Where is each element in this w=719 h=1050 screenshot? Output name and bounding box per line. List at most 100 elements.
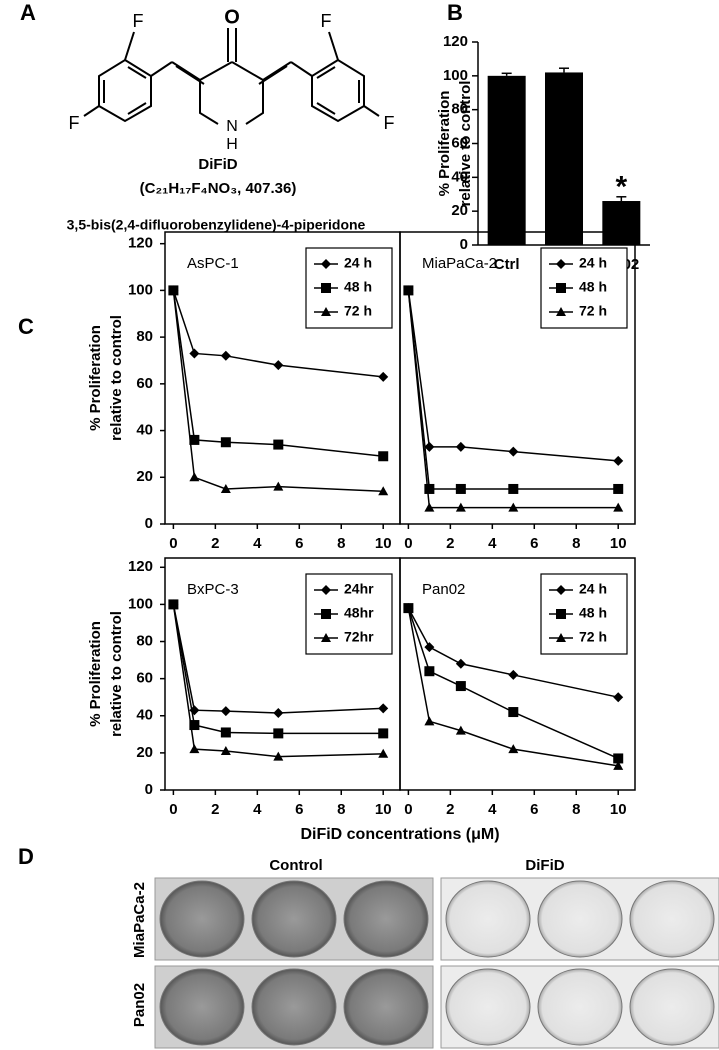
x-tick-label: 10	[610, 801, 627, 818]
marker	[613, 483, 624, 494]
y-tick-label: 20	[136, 468, 153, 485]
y-tick-label: 100	[128, 595, 153, 612]
well	[445, 968, 531, 1046]
x-tick-label: 6	[295, 801, 303, 818]
marker	[508, 502, 519, 512]
legend-label: 24 h	[579, 581, 607, 597]
well	[251, 968, 337, 1046]
legend-marker	[321, 609, 331, 619]
marker	[220, 706, 231, 717]
well	[445, 880, 531, 958]
x-tick-label: 10	[375, 535, 392, 552]
legend-marker	[556, 307, 566, 316]
x-tick-label: 4	[488, 535, 497, 552]
panel-label: C	[18, 314, 34, 339]
x-tick-label: 8	[572, 801, 580, 818]
well	[629, 880, 715, 958]
x-tick-label: 4	[253, 801, 262, 818]
marker	[378, 728, 389, 739]
legend-marker	[321, 283, 331, 293]
x-tick-label: 2	[446, 535, 454, 552]
marker	[168, 285, 179, 295]
x-tick-label: 0	[169, 801, 177, 818]
atom-label: F	[133, 11, 144, 31]
x-tick-label: 6	[295, 535, 303, 552]
y-tick-label: 60	[136, 670, 153, 687]
legend-label: 72 h	[579, 629, 607, 645]
x-tick-label: 6	[530, 801, 538, 818]
well	[159, 880, 245, 958]
y-tick-label: 40	[451, 168, 468, 185]
marker	[455, 725, 466, 735]
marker	[424, 642, 435, 653]
x-tick-label: 2	[446, 801, 454, 818]
legend-marker	[321, 259, 331, 269]
x-axis-label: DiFiD concentrations (μM)	[300, 826, 499, 843]
bar	[545, 72, 583, 245]
y-axis-label: relative to control	[108, 611, 125, 737]
legend-marker	[321, 307, 331, 316]
y-axis-label: % Proliferation	[436, 91, 453, 197]
y-axis-label: % Proliferation	[87, 621, 104, 727]
marker	[273, 728, 284, 739]
legend-marker	[556, 633, 566, 642]
atom-label: F	[69, 113, 80, 133]
marker	[613, 760, 624, 770]
marker	[220, 727, 231, 738]
marker	[220, 746, 231, 756]
marker	[378, 371, 389, 382]
row-label: MiaPaCa-2	[131, 882, 148, 958]
column-label: DiFiD	[525, 857, 564, 874]
marker	[273, 439, 284, 450]
legend-label: 72 h	[579, 303, 607, 319]
panel-label: B	[447, 0, 463, 25]
y-axis-label: relative to control	[108, 315, 125, 441]
panel-label: A	[20, 0, 36, 25]
marker	[424, 441, 435, 452]
marker	[220, 483, 231, 493]
y-axis-label: % Proliferation	[87, 325, 104, 431]
y-tick-label: 80	[136, 632, 153, 649]
y-axis-label: relative to control	[457, 81, 474, 207]
x-tick-label: 4	[253, 535, 262, 552]
legend-marker	[556, 259, 566, 269]
legend-label: 48 h	[344, 279, 372, 295]
marker	[455, 483, 466, 494]
marker	[508, 744, 519, 754]
legend-label: 48 h	[579, 605, 607, 621]
x-tick-label: 0	[169, 535, 177, 552]
y-tick-label: 80	[136, 328, 153, 345]
bar	[602, 201, 641, 245]
atom-label: F	[384, 113, 395, 133]
y-tick-label: 20	[136, 744, 153, 761]
x-tick-label: 2	[211, 801, 219, 818]
chart-title: MiaPaCa-2	[422, 255, 497, 272]
y-tick-label: 100	[443, 67, 468, 84]
legend-marker	[556, 585, 566, 595]
y-tick-label: 40	[136, 422, 153, 439]
marker	[508, 483, 519, 494]
compound-formula: (C₂₁H₁₇F₄NO₃, 407.36)	[140, 180, 297, 197]
y-tick-label: 120	[443, 33, 468, 50]
y-tick-label: 120	[128, 235, 153, 252]
bar	[487, 75, 526, 245]
well	[251, 880, 337, 958]
marker	[613, 753, 624, 764]
x-tick-label: 10	[610, 535, 627, 552]
legend-label: 72 h	[344, 303, 372, 319]
chart-title: Pan02	[422, 581, 465, 598]
panel-label: D	[18, 844, 34, 869]
marker	[613, 455, 624, 466]
y-tick-label: 100	[128, 281, 153, 298]
x-tick-label: 0	[404, 535, 412, 552]
legend-label: 24hr	[344, 581, 374, 597]
plot-frame	[399, 557, 636, 791]
atom-label: N	[226, 118, 238, 135]
x-tick-label: 0	[404, 801, 412, 818]
x-tick-label: Ctrl	[494, 256, 520, 273]
significance-marker: *	[615, 171, 627, 204]
marker	[613, 502, 624, 512]
y-tick-label: 60	[136, 375, 153, 392]
marker	[613, 692, 624, 703]
